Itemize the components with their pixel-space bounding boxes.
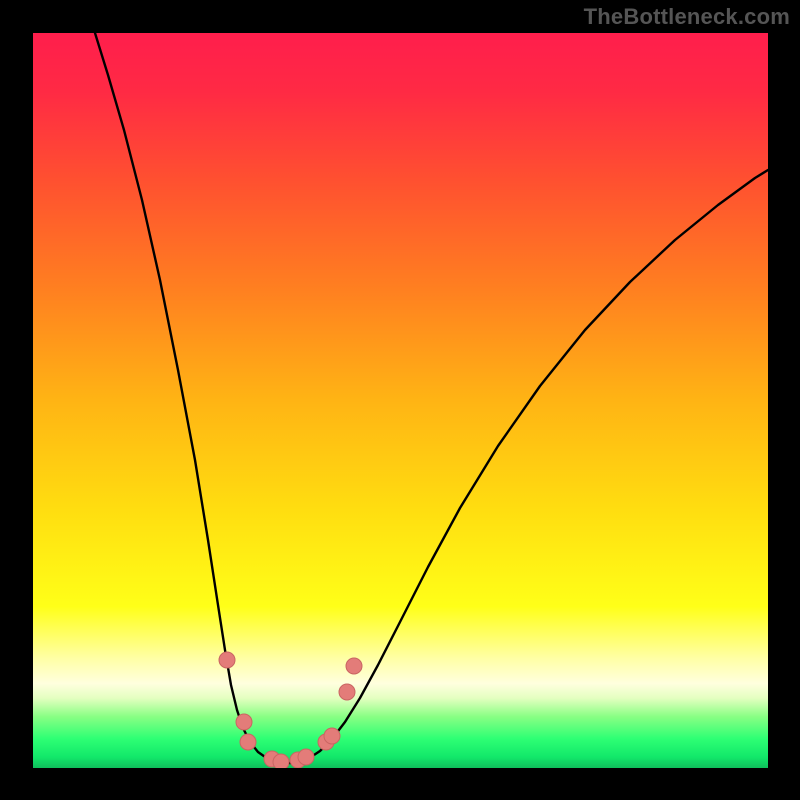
bottleneck-chart [0, 0, 800, 800]
watermark-text: TheBottleneck.com [584, 4, 790, 30]
